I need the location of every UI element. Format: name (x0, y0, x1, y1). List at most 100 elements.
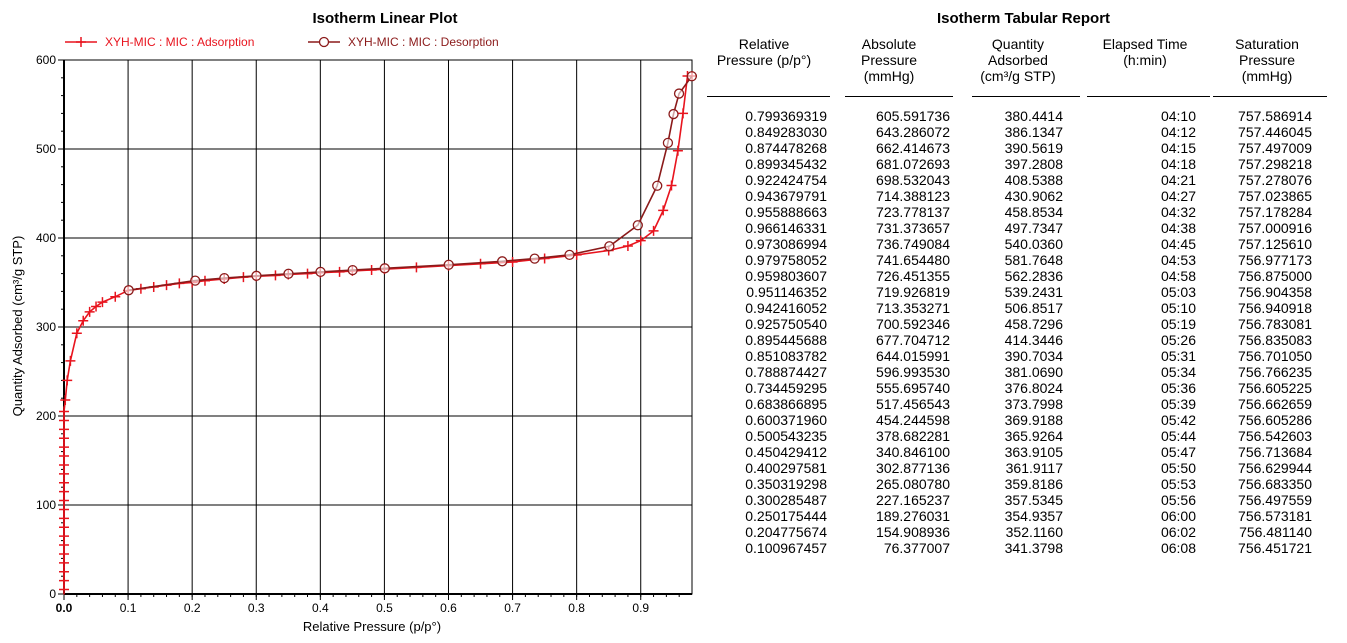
data-point (59, 584, 69, 595)
data-point (91, 301, 102, 312)
report-rows: 0.799369319 605.591736 380.4414 04:10 757.58… (700, 108, 1347, 556)
table-cell: 562.2836 (1004, 268, 1063, 284)
table-cell: 265.080780 (876, 476, 950, 492)
data-point (59, 540, 69, 551)
table-cell: 698.532043 (876, 172, 950, 188)
table-cell: 365.9264 (1004, 428, 1063, 444)
table-cell: 596.993530 (876, 364, 950, 380)
table-cell: 302.877136 (876, 460, 950, 476)
data-point (84, 306, 95, 317)
header-line: (h:min) (1123, 52, 1167, 68)
table-cell: 154.908936 (876, 524, 950, 540)
data-point (497, 256, 508, 267)
report-column-header: Absolute Pressure (mmHg) (819, 36, 959, 84)
table-row: 0.851083782 644.015991 390.7034 05:31 756.70… (700, 348, 1347, 364)
data-point (668, 108, 679, 120)
table-cell: 756.835083 (1238, 332, 1312, 348)
table-row: 0.943679791 714.388123 430.9062 04:27 757.02… (700, 188, 1347, 204)
table-cell: 386.1347 (1004, 124, 1063, 140)
table-cell: 0.925750540 (745, 316, 827, 332)
table-cell: 04:32 (1160, 204, 1196, 220)
table-cell: 0.899345432 (745, 156, 827, 172)
x-tick-label: 0.0 (56, 601, 73, 615)
x-tick-label: 0.3 (248, 601, 265, 615)
isotherm-tabular-report: Isotherm Tabular Report Relative Pressure… (700, 0, 1347, 643)
table-cell: 757.125610 (1238, 236, 1312, 252)
legend-label: XYH-MIC : MIC : Adsorption (105, 35, 254, 49)
data-point (59, 522, 69, 533)
table-cell: 04:38 (1160, 220, 1196, 236)
table-cell: 0.979758052 (745, 252, 827, 268)
data-point (475, 258, 486, 269)
table-cell: 0.300285487 (745, 492, 827, 508)
table-row: 0.895445688 677.704712 414.3446 05:26 756.83… (700, 332, 1347, 348)
table-row: 0.788874427 596.993530 381.0690 05:34 756.76… (700, 364, 1347, 380)
table-cell: 0.955888663 (745, 204, 827, 220)
header-line: Adsorbed (988, 52, 1048, 68)
table-cell: 0.204775674 (745, 524, 827, 540)
table-cell: 0.942416052 (745, 300, 827, 316)
table-cell: 756.904358 (1238, 284, 1312, 300)
data-point (59, 424, 69, 435)
y-tick-label: 300 (36, 320, 56, 334)
table-cell: 0.959803607 (745, 268, 827, 284)
table-cell: 05:31 (1160, 348, 1196, 364)
table-cell: 458.7296 (1004, 316, 1063, 332)
report-column-header: Saturation Pressure (mmHg) (1197, 36, 1337, 84)
data-point (673, 88, 685, 99)
table-cell: 757.298218 (1238, 156, 1312, 172)
table-cell: 0.100967457 (745, 540, 827, 556)
table-cell: 714.388123 (876, 188, 950, 204)
data-point (59, 477, 69, 488)
table-cell: 756.605225 (1238, 380, 1312, 396)
table-row: 0.350319298 265.080780 359.8186 05:53 756.68… (700, 476, 1347, 492)
table-cell: 723.778137 (876, 204, 950, 220)
table-cell: 04:12 (1160, 124, 1196, 140)
table-cell: 0.966146331 (745, 220, 827, 236)
table-cell: 363.9105 (1004, 444, 1063, 460)
table-row: 0.966146331 731.373657 497.7347 04:38 757.00… (700, 220, 1347, 236)
data-point (59, 548, 69, 559)
table-cell: 04:21 (1160, 172, 1196, 188)
data-point (283, 268, 294, 279)
data-point (59, 504, 69, 515)
data-point (97, 297, 108, 308)
data-point (658, 205, 669, 216)
table-cell: 05:44 (1160, 428, 1196, 444)
table-cell: 04:58 (1160, 268, 1196, 284)
table-cell: 0.973086994 (745, 236, 827, 252)
data-point (60, 394, 71, 405)
series-line (63, 75, 692, 590)
data-point (678, 108, 689, 119)
table-cell: 0.450429412 (745, 444, 827, 460)
table-row: 0.874478268 662.414673 390.5619 04:15 757.49… (700, 140, 1347, 156)
table-cell: 681.072693 (876, 156, 950, 172)
table-cell: 756.940918 (1238, 300, 1312, 316)
data-point (648, 225, 659, 236)
table-cell: 736.749084 (876, 236, 950, 252)
data-point (59, 531, 69, 542)
data-point (604, 241, 615, 252)
chart-title: Isotherm Linear Plot (312, 10, 457, 27)
isotherm-linear-plot: Isotherm Linear Plot XYH-MIC : MIC : Ads… (10, 10, 697, 634)
data-point (62, 375, 73, 386)
table-row: 0.250175444 189.276031 354.9357 06:00 756.57… (700, 508, 1347, 524)
table-cell: 540.0360 (1004, 236, 1063, 252)
table-cell: 0.851083782 (745, 348, 827, 364)
table-row: 0.450429412 340.846100 363.9105 05:47 756.71… (700, 444, 1347, 460)
data-point (652, 180, 663, 191)
report-column-header: Relative Pressure (p/p°) (694, 36, 834, 68)
table-cell: 506.8517 (1004, 300, 1063, 316)
table-row: 0.500543235 378.682281 365.9264 05:44 756.54… (700, 428, 1347, 444)
x-tick-label: 0.9 (632, 601, 649, 615)
x-tick-label: 0.7 (504, 601, 521, 615)
table-cell: 0.922424754 (745, 172, 827, 188)
table-cell: 605.591736 (876, 108, 950, 124)
table-cell: 756.701050 (1238, 348, 1312, 364)
table-cell: 677.704712 (876, 332, 950, 348)
data-point (71, 328, 82, 339)
table-cell: 390.5619 (1004, 140, 1063, 156)
table-row: 0.959803607 726.451355 562.2836 04:58 756.87… (700, 268, 1347, 284)
table-cell: 757.586914 (1238, 108, 1312, 124)
table-cell: 726.451355 (876, 268, 950, 284)
